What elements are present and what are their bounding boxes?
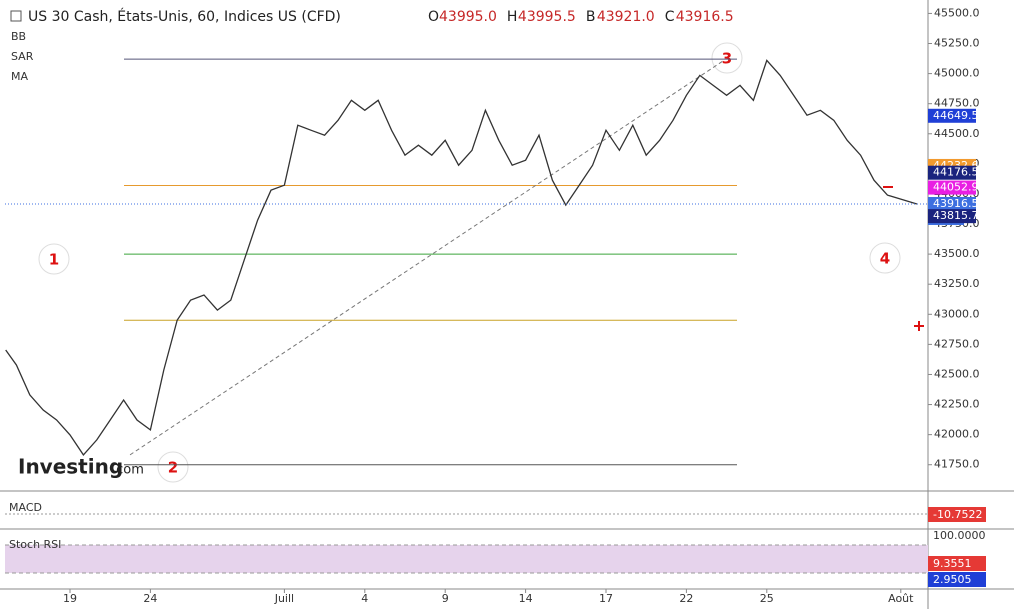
x-tick-label: 22 bbox=[679, 592, 693, 605]
annotation: 1 bbox=[38, 243, 70, 275]
y-tick-label: 45500.0 bbox=[934, 6, 980, 19]
price-tag bbox=[928, 180, 976, 195]
ohlc-value: 43916.5 bbox=[676, 9, 734, 25]
y-tick-label: 42500.0 bbox=[934, 367, 980, 380]
price-tag-label: 44649.5 bbox=[933, 109, 979, 122]
stoch-tag bbox=[928, 572, 986, 587]
stoch-value: 9.3551 bbox=[933, 557, 972, 570]
ohlc-value: 43921.0 bbox=[597, 9, 655, 25]
macd-value: -10.7522 bbox=[933, 508, 982, 521]
symbol-title: US 30 Cash, États-Unis, 60, Indices US (… bbox=[28, 8, 341, 25]
price-tag bbox=[928, 196, 976, 211]
price-line bbox=[5, 59, 918, 456]
x-tick-label: 19 bbox=[63, 592, 77, 605]
y-tick-label: 44500.0 bbox=[934, 127, 980, 140]
price-tag bbox=[928, 165, 976, 180]
y-tick-label: 42250.0 bbox=[934, 398, 980, 411]
x-tick-label: 14 bbox=[519, 592, 533, 605]
x-tick-label: 24 bbox=[143, 592, 157, 605]
ohlc-key: H bbox=[507, 9, 518, 25]
ohlc-key: O bbox=[428, 9, 439, 25]
ohlc-value: 43995.0 bbox=[439, 9, 497, 25]
x-tick-label: Juill bbox=[274, 592, 294, 605]
y-tick-label: 44750.0 bbox=[934, 97, 980, 110]
annotation-label: 4 bbox=[880, 250, 890, 268]
ohlc-key: C bbox=[665, 9, 675, 25]
logo: Investing bbox=[18, 455, 123, 479]
x-tick-label: 17 bbox=[599, 592, 613, 605]
x-tick-label: 25 bbox=[760, 592, 774, 605]
menu-icon[interactable] bbox=[10, 10, 22, 22]
price-tag bbox=[928, 209, 976, 224]
x-tick-label: 4 bbox=[361, 592, 368, 605]
indicator-name: BB bbox=[11, 30, 26, 43]
annotation-label: 2 bbox=[168, 459, 178, 477]
y-tick-label: 42750.0 bbox=[934, 337, 980, 350]
annotation-label: 3 bbox=[722, 50, 732, 68]
price-tag-label: 43815.7 bbox=[933, 209, 979, 222]
stoch-band bbox=[5, 545, 928, 573]
indicator-name: SAR bbox=[11, 50, 34, 63]
y-tick-label: 41750.0 bbox=[934, 458, 980, 471]
stoch-label: Stoch RSI bbox=[9, 538, 61, 551]
stoch-scale: 100.0000 bbox=[933, 529, 986, 542]
annotation: 4 bbox=[869, 242, 901, 274]
stoch-tag bbox=[928, 556, 986, 571]
ohlc-key: B bbox=[586, 9, 596, 25]
ohlc: O 43995.0 H 43995.5 B 43921.0 C 43916.5 bbox=[428, 9, 734, 25]
y-tick-label: 45250.0 bbox=[934, 37, 980, 50]
price-tag-label: 44052.9 bbox=[933, 181, 979, 194]
y-tick-label: 43000.0 bbox=[934, 307, 980, 320]
y-tick-label: 43500.0 bbox=[934, 247, 980, 260]
zoom-in[interactable] bbox=[914, 321, 924, 331]
annotation: 2 bbox=[157, 451, 189, 483]
macd-label: MACD bbox=[9, 501, 42, 514]
price-tag-label: 43916.5 bbox=[933, 197, 979, 210]
logo-suffix: .com bbox=[112, 463, 144, 478]
price-tag-label: 44176.5 bbox=[933, 166, 979, 179]
y-tick-label: 42000.0 bbox=[934, 428, 980, 441]
price-tag bbox=[928, 108, 976, 123]
y-tick-label: 45000.0 bbox=[934, 67, 980, 80]
annotation: 3 bbox=[711, 42, 743, 74]
indicator-name: MA bbox=[11, 70, 28, 83]
indicator-list: BB SAR MA bbox=[11, 30, 34, 83]
x-tick-label: 9 bbox=[442, 592, 449, 605]
stoch-value: 2.9505 bbox=[933, 573, 972, 586]
annotation-label: 1 bbox=[49, 251, 59, 269]
ohlc-value: 43995.5 bbox=[518, 9, 576, 25]
macd-tag bbox=[928, 507, 986, 522]
x-tick-label: Août bbox=[888, 592, 914, 605]
y-tick-label: 43250.0 bbox=[934, 277, 980, 290]
